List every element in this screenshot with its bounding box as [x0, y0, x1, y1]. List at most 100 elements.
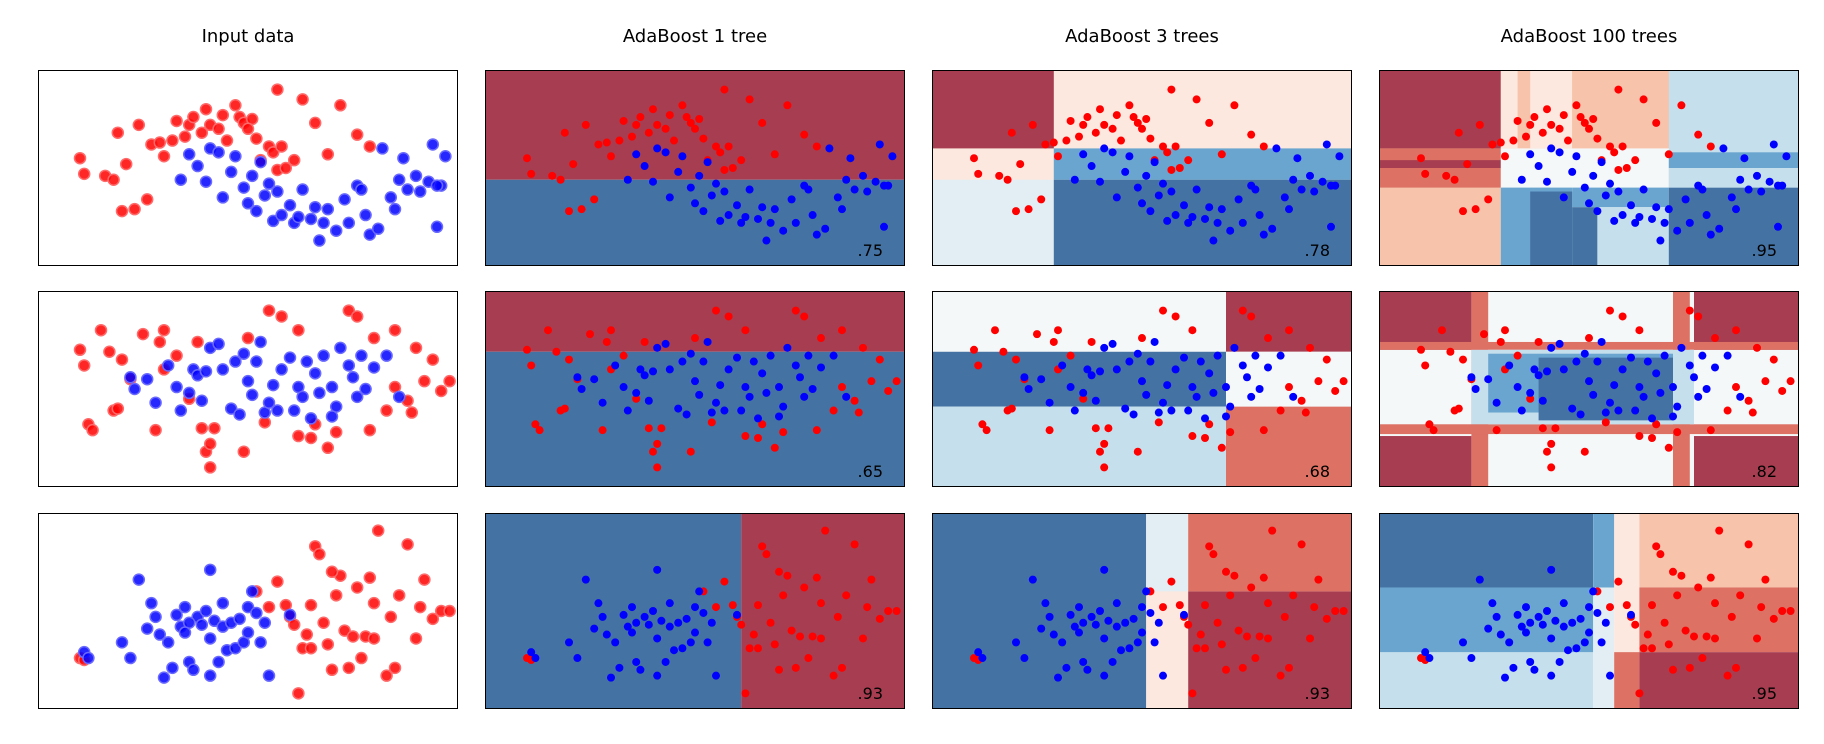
point-class-blue: [128, 382, 141, 396]
point-class-red: [741, 432, 750, 441]
point-class-blue: [1585, 628, 1593, 637]
point-class-blue: [846, 154, 855, 163]
point-class-red: [275, 140, 288, 153]
point-class-blue: [317, 216, 330, 230]
point-class-red: [73, 343, 87, 357]
point-class-red: [1580, 118, 1589, 127]
point-class-blue: [1070, 622, 1079, 631]
point-class-blue: [439, 149, 452, 163]
point-class-red: [1417, 154, 1425, 163]
point-class-blue: [212, 146, 225, 159]
point-class-blue: [653, 565, 662, 574]
point-class-red: [577, 205, 586, 214]
point-class-red: [1243, 632, 1251, 641]
point-class-blue: [283, 198, 297, 212]
point-class-blue: [623, 175, 632, 184]
point-class-red: [1488, 140, 1497, 149]
point-class-blue: [1685, 361, 1694, 370]
point-class-red: [817, 599, 825, 608]
point-class-blue: [1125, 152, 1134, 161]
point-class-blue: [350, 390, 364, 404]
point-class-blue: [1108, 657, 1117, 666]
point-class-red: [754, 434, 762, 442]
point-class-blue: [838, 205, 846, 214]
point-class-blue: [124, 370, 137, 384]
point-class-blue: [1677, 343, 1686, 352]
point-class-red: [128, 202, 141, 216]
point-class-blue: [1555, 657, 1564, 666]
point-class-red: [1012, 207, 1020, 216]
point-class-blue: [875, 140, 884, 149]
point-class-blue: [275, 208, 288, 222]
point-class-blue: [1517, 622, 1526, 631]
point-class-blue: [1631, 218, 1640, 227]
point-class-blue: [598, 398, 607, 407]
point-class-red: [560, 128, 569, 137]
point-class-blue: [182, 386, 196, 400]
point-class-red: [329, 425, 343, 439]
decision-region: [1597, 207, 1669, 266]
point-class-red: [741, 689, 750, 698]
point-class-red: [241, 331, 255, 345]
point-class-red: [350, 310, 364, 323]
point-class-blue: [695, 587, 704, 596]
point-class-red: [632, 120, 641, 129]
point-class-blue: [1024, 385, 1033, 393]
point-class-blue: [1045, 398, 1054, 407]
point-class-blue: [1534, 612, 1543, 621]
point-class-red: [1723, 671, 1732, 680]
point-class-red: [1635, 689, 1644, 698]
point-class-blue: [1129, 614, 1138, 623]
point-class-blue: [203, 632, 217, 645]
point-class-red: [716, 148, 725, 157]
point-class-blue: [1138, 628, 1146, 637]
point-class-red: [1075, 132, 1083, 141]
point-class-blue: [724, 365, 733, 374]
point-class-blue: [1129, 410, 1138, 419]
point-class-blue: [1690, 373, 1698, 382]
point-class-blue: [359, 382, 372, 396]
point-class-red: [1690, 632, 1698, 641]
subplot: [38, 291, 458, 487]
point-class-blue: [842, 392, 851, 401]
point-class-red: [863, 603, 872, 612]
point-class-red: [1154, 418, 1163, 427]
point-class-blue: [1601, 408, 1610, 417]
point-class-blue: [1564, 646, 1572, 655]
point-class-red: [1698, 654, 1707, 663]
point-class-blue: [628, 628, 636, 637]
point-class-red: [1285, 383, 1293, 392]
point-class-red: [409, 341, 423, 355]
point-class-blue: [334, 341, 347, 355]
point-class-blue: [241, 197, 255, 210]
point-class-red: [77, 167, 91, 181]
point-class-blue: [1154, 191, 1163, 200]
point-class-red: [1614, 165, 1623, 174]
point-class-blue: [1255, 211, 1264, 220]
point-class-blue: [749, 357, 758, 366]
point-class-red: [1331, 607, 1340, 615]
point-class-blue: [1255, 385, 1264, 393]
point-class-blue: [1648, 214, 1656, 223]
point-class-red: [1635, 326, 1644, 335]
decision-region: [932, 513, 1147, 709]
point-class-blue: [82, 651, 95, 665]
point-class-blue: [1719, 144, 1728, 153]
point-class-red: [1769, 355, 1778, 364]
point-class-blue: [661, 657, 670, 666]
point-class-red: [1234, 626, 1243, 635]
point-class-blue: [712, 398, 720, 407]
point-class-red: [1778, 386, 1787, 395]
point-class-blue: [1614, 187, 1623, 196]
point-class-red: [1496, 337, 1505, 346]
point-class-red: [970, 345, 978, 354]
point-class-red: [527, 169, 536, 178]
point-class-red: [1706, 426, 1715, 435]
point-class-red: [1192, 95, 1201, 104]
point-class-blue: [392, 173, 406, 187]
point-class-red: [1091, 424, 1100, 433]
point-class-red: [758, 420, 767, 429]
point-class-blue: [1723, 351, 1732, 360]
point-class-blue: [1058, 361, 1067, 370]
point-class-blue: [649, 177, 657, 186]
